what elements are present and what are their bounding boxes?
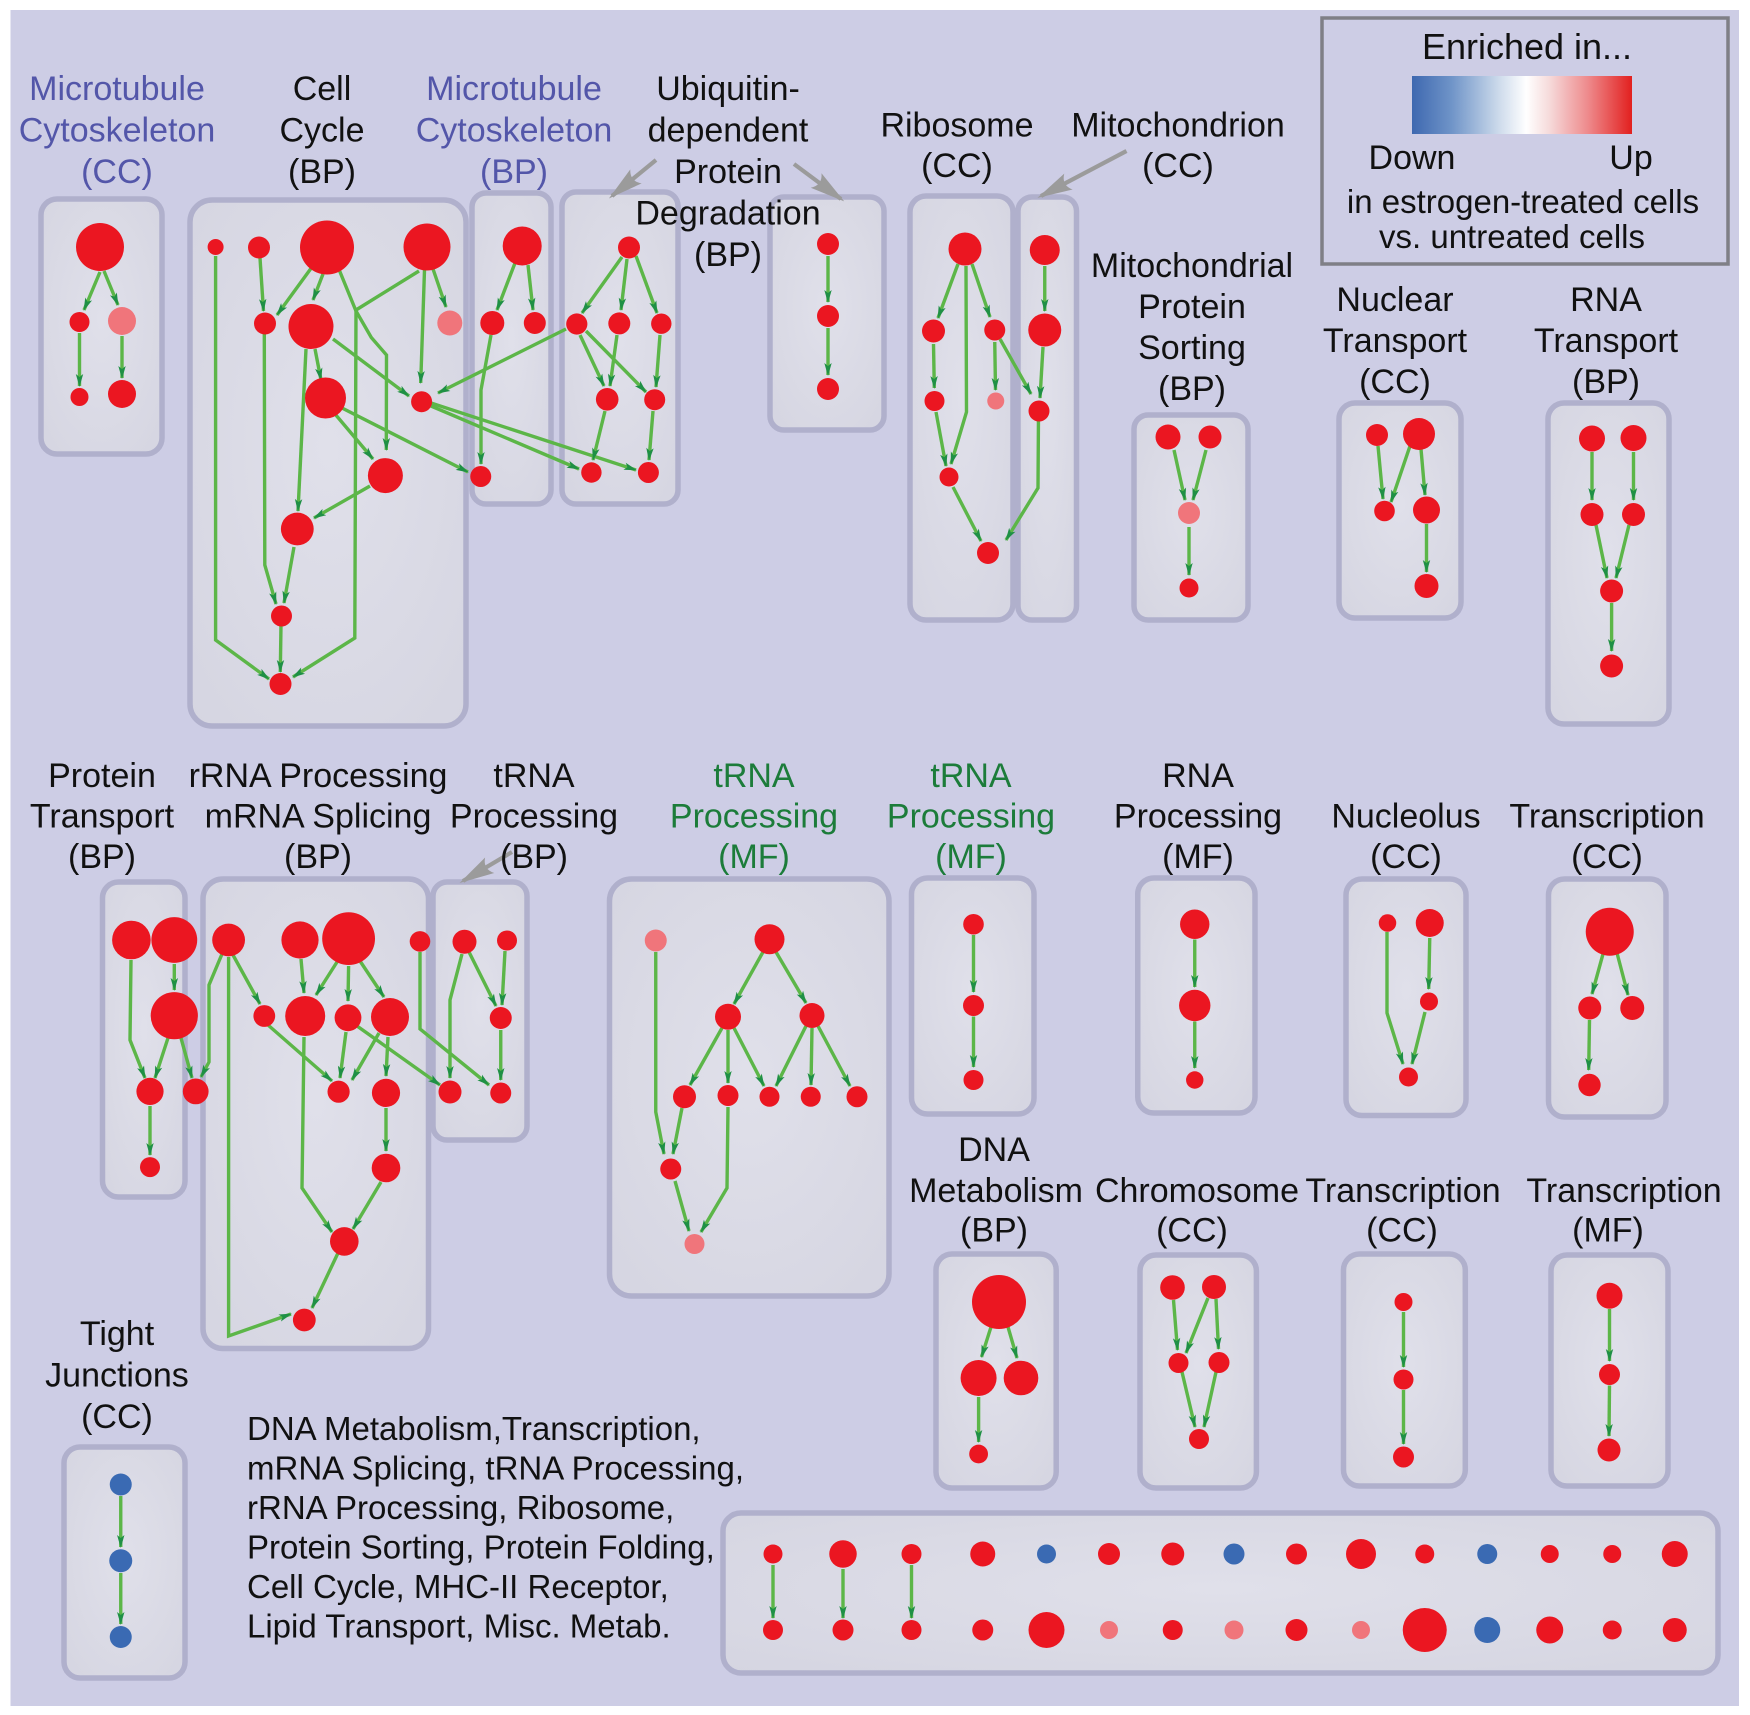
svg-text:mRNA Splicing, tRNA Processing: mRNA Splicing, tRNA Processing, xyxy=(247,1450,744,1487)
svg-text:Cell Cycle, MHC-II Receptor,: Cell Cycle, MHC-II Receptor, xyxy=(247,1568,669,1605)
svg-text:Lipid Transport, Misc. Metab.: Lipid Transport, Misc. Metab. xyxy=(247,1608,671,1645)
svg-text:(BP): (BP) xyxy=(960,1212,1028,1250)
svg-text:(BP): (BP) xyxy=(288,153,356,191)
svg-text:(BP): (BP) xyxy=(68,838,136,876)
svg-text:(MF): (MF) xyxy=(718,838,790,876)
svg-text:(CC): (CC) xyxy=(1359,363,1431,401)
svg-text:Chromosome: Chromosome xyxy=(1095,1172,1299,1210)
svg-text:Microtubule: Microtubule xyxy=(426,70,602,108)
svg-text:Nuclear: Nuclear xyxy=(1336,281,1453,319)
svg-text:(BP): (BP) xyxy=(1572,363,1640,401)
svg-text:Ribosome: Ribosome xyxy=(880,107,1033,145)
svg-text:Protein: Protein xyxy=(674,153,782,191)
svg-text:(BP): (BP) xyxy=(694,236,762,274)
svg-text:Enriched in...: Enriched in... xyxy=(1422,26,1632,67)
svg-text:Transcription: Transcription xyxy=(1526,1172,1721,1210)
svg-text:mRNA Splicing: mRNA Splicing xyxy=(205,798,432,836)
svg-text:in estrogen-treated cells: in estrogen-treated cells xyxy=(1347,183,1699,220)
svg-text:Protein: Protein xyxy=(1138,288,1246,326)
svg-text:Cytoskeleton: Cytoskeleton xyxy=(19,112,216,150)
svg-text:(BP): (BP) xyxy=(1158,370,1226,408)
svg-text:Mitochondrial: Mitochondrial xyxy=(1091,247,1293,285)
svg-text:Cell: Cell xyxy=(293,70,352,108)
svg-text:Processing: Processing xyxy=(1114,798,1282,836)
svg-text:Microtubule: Microtubule xyxy=(29,70,205,108)
svg-text:RNA: RNA xyxy=(1570,281,1642,319)
svg-text:(CC): (CC) xyxy=(1142,147,1214,185)
svg-text:Up: Up xyxy=(1609,139,1652,177)
svg-text:rRNA Processing, Ribosome,: rRNA Processing, Ribosome, xyxy=(247,1489,674,1526)
svg-text:(MF): (MF) xyxy=(935,838,1007,876)
svg-text:(CC): (CC) xyxy=(1156,1212,1228,1250)
svg-text:Metabolism: Metabolism xyxy=(909,1172,1083,1210)
svg-text:DNA: DNA xyxy=(958,1131,1030,1169)
svg-text:Transport: Transport xyxy=(30,798,175,836)
svg-text:Junctions: Junctions xyxy=(45,1357,189,1395)
svg-text:(CC): (CC) xyxy=(921,147,993,185)
svg-text:(MF): (MF) xyxy=(1162,838,1234,876)
svg-text:(BP): (BP) xyxy=(500,838,568,876)
svg-text:(CC): (CC) xyxy=(1366,1212,1438,1250)
svg-text:(CC): (CC) xyxy=(81,153,153,191)
svg-text:rRNA Processing: rRNA Processing xyxy=(189,757,448,795)
svg-text:Cytoskeleton: Cytoskeleton xyxy=(416,112,613,150)
svg-text:tRNA: tRNA xyxy=(493,757,575,795)
svg-text:Transcription: Transcription xyxy=(1509,798,1704,836)
svg-text:Mitochondrion: Mitochondrion xyxy=(1071,107,1285,145)
svg-text:(BP): (BP) xyxy=(284,838,352,876)
svg-text:tRNA: tRNA xyxy=(930,757,1012,795)
svg-text:DNA Metabolism,Transcription,: DNA Metabolism,Transcription, xyxy=(247,1410,701,1447)
svg-text:Ubiquitin-: Ubiquitin- xyxy=(656,70,800,108)
svg-text:(CC): (CC) xyxy=(81,1398,153,1436)
svg-text:Transport: Transport xyxy=(1323,322,1468,360)
svg-text:Nucleolus: Nucleolus xyxy=(1331,798,1480,836)
svg-text:Processing: Processing xyxy=(670,798,838,836)
svg-text:tRNA: tRNA xyxy=(713,757,795,795)
svg-text:Down: Down xyxy=(1369,139,1456,177)
svg-text:Processing: Processing xyxy=(887,798,1055,836)
svg-text:Processing: Processing xyxy=(450,798,618,836)
svg-text:Transcription: Transcription xyxy=(1305,1172,1500,1210)
svg-text:Cycle: Cycle xyxy=(279,112,364,150)
svg-text:(CC): (CC) xyxy=(1370,838,1442,876)
svg-text:Protein: Protein xyxy=(48,757,156,795)
svg-text:dependent: dependent xyxy=(648,112,809,150)
svg-text:vs. untreated cells: vs. untreated cells xyxy=(1379,218,1645,255)
svg-text:RNA: RNA xyxy=(1162,757,1234,795)
svg-text:Sorting: Sorting xyxy=(1138,329,1246,367)
svg-text:(MF): (MF) xyxy=(1572,1212,1644,1250)
svg-text:Transport: Transport xyxy=(1534,322,1679,360)
svg-text:(BP): (BP) xyxy=(480,153,548,191)
svg-text:Tight: Tight xyxy=(80,1315,155,1353)
svg-text:Degradation: Degradation xyxy=(635,195,820,233)
svg-text:(CC): (CC) xyxy=(1571,838,1643,876)
svg-text:Protein Sorting, Protein Foldi: Protein Sorting, Protein Folding, xyxy=(247,1529,715,1566)
